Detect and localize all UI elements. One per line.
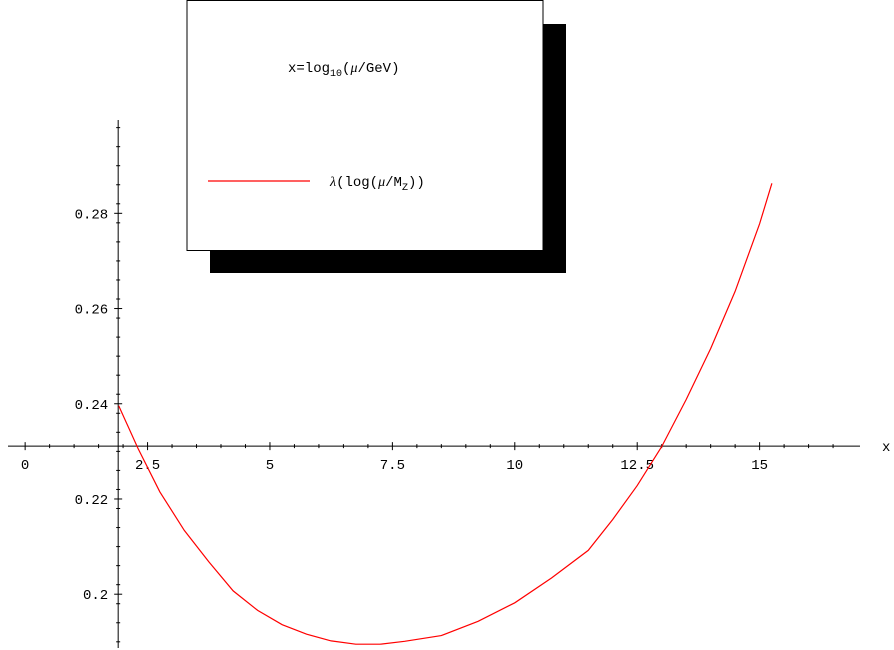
x-tick-label: 5 bbox=[266, 458, 274, 474]
x-tick-label: 0 bbox=[21, 458, 29, 474]
legend-header: x=log10(μ/GeV) bbox=[288, 61, 399, 80]
y-ticks: 0.2 0.22 0.24 0.26 0.28 bbox=[75, 127, 123, 643]
plot-area: 0 2.5 5 7.5 10 12.5 15 0.20.220.240.260.28 x bbox=[8, 120, 890, 648]
x-tick-label: 12.5 bbox=[620, 458, 654, 474]
y-tick-label: 0.2 bbox=[83, 588, 108, 604]
legend-frame bbox=[186, 0, 544, 251]
series-line bbox=[118, 183, 773, 645]
y-tick-label: 0.22 bbox=[75, 493, 109, 509]
legend-entry-label: λ(log(μ/MZ)) bbox=[329, 175, 425, 194]
x-tick-label: 10 bbox=[506, 458, 523, 474]
legend-box: x=log10(μ/GeV) λ(log(μ/MZ)) bbox=[186, 0, 566, 273]
y-tick-label: 0.24 bbox=[75, 398, 109, 414]
x-tick-label: 15 bbox=[751, 458, 768, 474]
y-tick-label: 0.26 bbox=[75, 303, 109, 319]
x-tick-label: 7.5 bbox=[380, 458, 405, 474]
y-tick-label: 0.28 bbox=[75, 207, 109, 223]
x-axis-label: x bbox=[882, 440, 890, 456]
